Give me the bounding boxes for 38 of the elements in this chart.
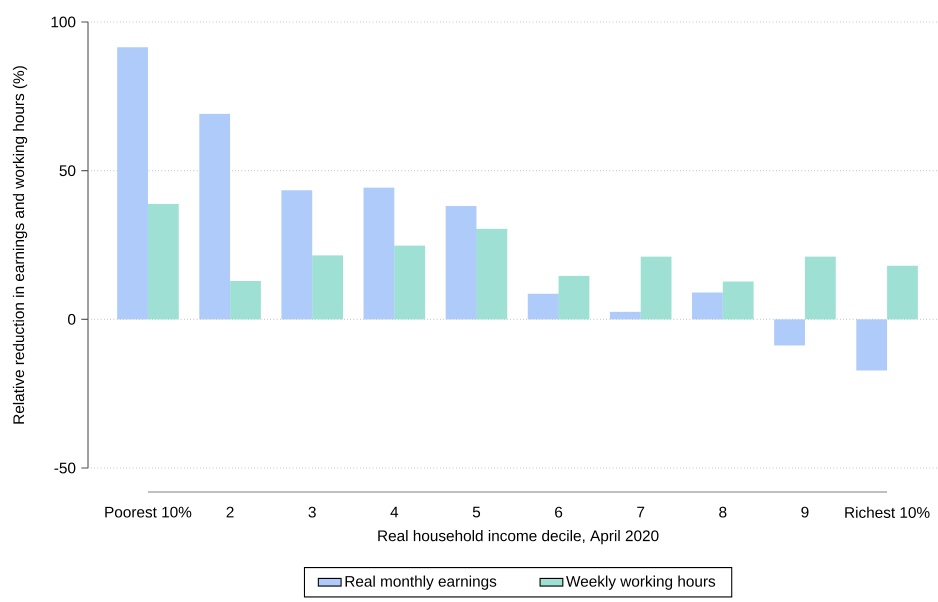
x-tick-label: 8 [719,506,726,518]
bar [394,246,426,320]
bar [692,292,723,320]
bar [312,255,344,320]
x-tick-label: Richest 10% [845,506,930,518]
bar [281,190,312,320]
x-tick-label: Poorest 10% [105,506,192,518]
x-tick-label: 4 [390,506,398,518]
bar [722,282,754,320]
bar [804,256,836,320]
bar [610,312,641,320]
y-tick-label: -50 [54,462,76,474]
bar [528,294,559,320]
bar [887,266,918,320]
y-tick-label: 50 [60,165,76,176]
bar [774,319,805,346]
x-tick-label: 6 [555,506,562,518]
bar [446,206,476,320]
bar [364,188,394,320]
x-tick-label: 2 [226,506,234,518]
legend-label: Real monthly earnings [346,576,496,590]
bar [558,276,590,320]
x-axis-title: Real household income decile, April 2020 [378,530,658,544]
bar [148,204,179,320]
bar [199,114,230,320]
x-tick-label: 7 [637,506,644,518]
y-axis-title: Relative reduction in earnings and working hours (%) [12,66,28,424]
x-tick-label: 3 [308,506,316,518]
x-tick-label: 9 [801,506,808,518]
x-tick-label: 5 [472,506,480,518]
y-tick-label: 100 [52,16,76,28]
bar [476,228,508,320]
bar [640,256,672,320]
bar [117,47,148,320]
legend-label: Weekly working hours [566,576,716,590]
bar [230,280,261,320]
y-tick-label: 0 [68,314,76,325]
bar [856,319,888,370]
